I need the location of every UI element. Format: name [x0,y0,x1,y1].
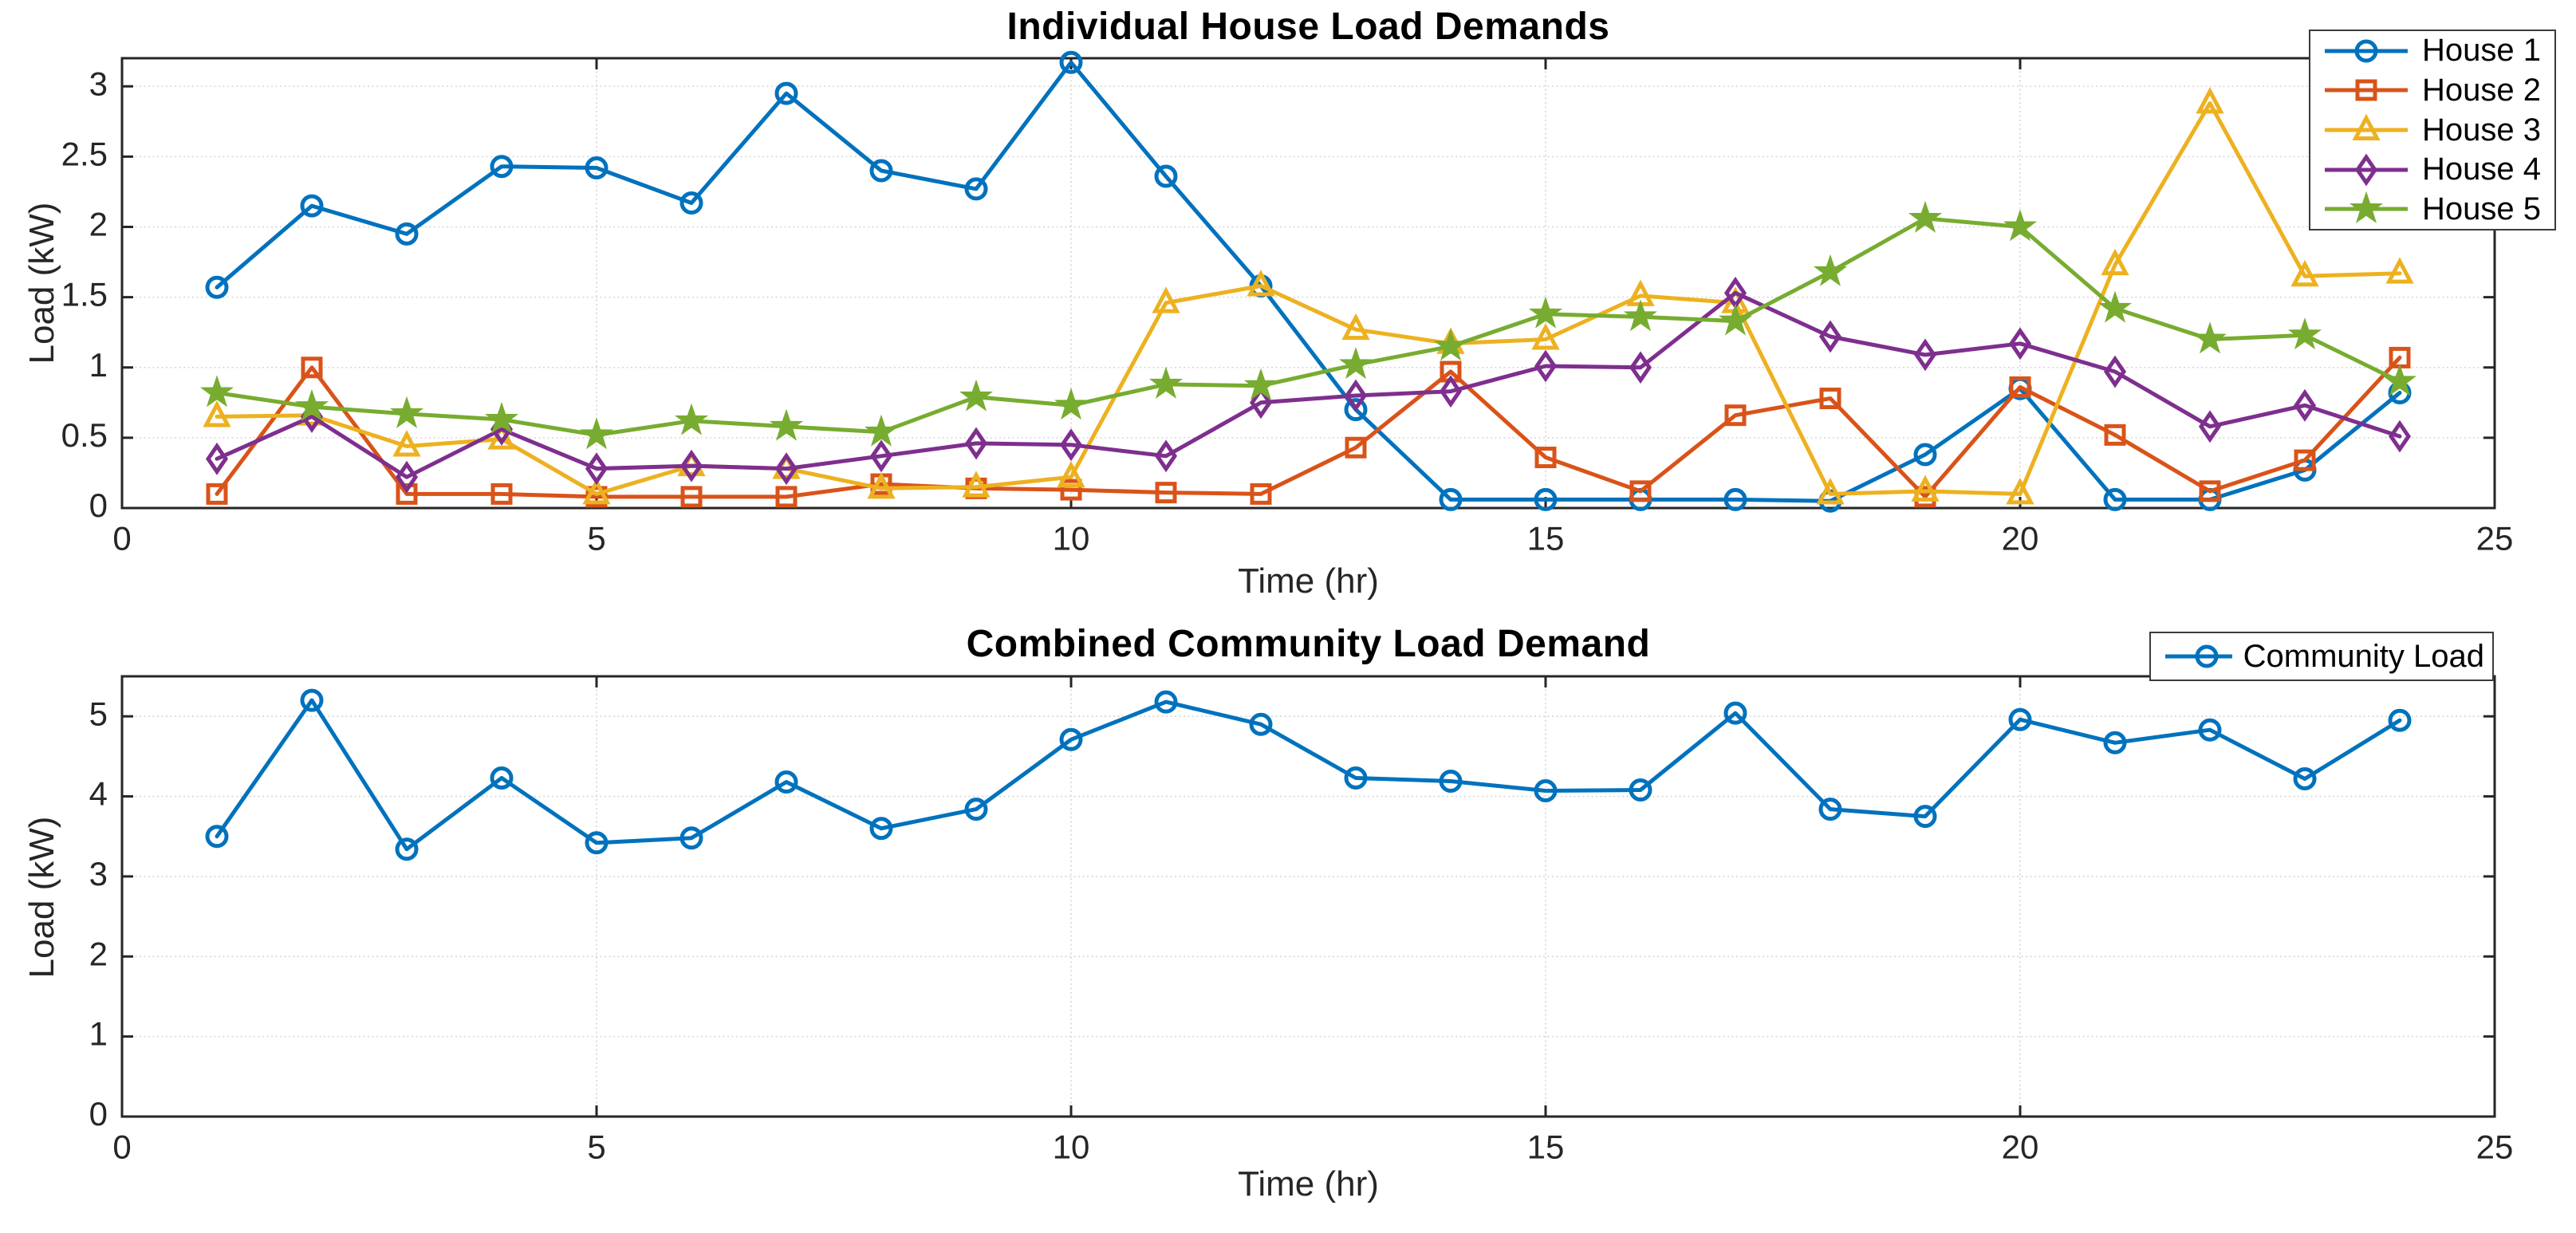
legend-label: House 2 [2422,72,2541,108]
legend-item-house-3: House 3 [2310,110,2554,150]
y-tick-label: 5 [89,695,108,732]
x-tick-label: 20 [2002,519,2039,557]
top-plot-x-axis-label: Time (hr) [1238,561,1379,601]
legend-label: House 4 [2422,152,2541,187]
diamond-marker-icon [2325,153,2408,187]
x-tick-label: 0 [112,1128,131,1165]
x-tick-label: 15 [1527,1128,1565,1165]
series-house-4 [205,276,2412,494]
y-tick-label: 0.5 [61,416,108,454]
x-tick-label: 5 [587,519,605,557]
x-tick-label: 20 [2002,1128,2039,1165]
triangle-marker-icon [2325,113,2408,140]
x-tick-label: 25 [2476,1128,2514,1165]
star-marker-icon [2325,191,2408,224]
y-tick-label: 0 [89,487,108,524]
y-tick-label: 4 [89,775,108,813]
legend-label: House 5 [2422,191,2541,227]
bottom-plot-legend: Community Load [2149,632,2494,681]
circle-marker-icon [2325,39,2408,63]
series-house-2 [206,346,2411,508]
y-tick-label: 2 [89,206,108,243]
legend-item-house-4: House 4 [2310,150,2554,190]
y-tick-label: 3 [89,855,108,892]
bottom-plot-y-axis-label: Load (kW) [22,816,61,979]
y-tick-label: 3 [89,65,108,102]
series-house-5 [199,200,2417,450]
square-marker-icon [2325,79,2408,101]
y-tick-label: 2 [89,935,108,972]
y-tick-label: 0 [89,1095,108,1133]
x-tick-label: 0 [112,519,131,557]
bottom-plot-x-axis-label: Time (hr) [1238,1164,1379,1203]
top-plot-title: Individual House Load Demands [1006,6,1610,48]
y-tick-label: 1.5 [61,276,108,313]
y-tick-label: 1 [89,346,108,384]
bottom-plot-title: Combined Community Load Demand [966,623,1651,665]
x-tick-label: 10 [1053,519,1090,557]
legend-item-house-1: House 1 [2310,31,2554,71]
x-tick-label: 5 [587,1128,605,1165]
circle-marker-icon [2165,644,2232,668]
legend-item-house-2: House 2 [2310,71,2554,111]
legend-label: House 1 [2422,33,2541,69]
legend-item-community-load: Community Load [2151,633,2492,680]
top-plot-legend: House 1 House 2 House 3 House 4 House 5 [2309,30,2556,230]
x-tick-label: 10 [1053,1128,1090,1165]
y-tick-label: 2.5 [61,135,108,172]
y-tick-label: 1 [89,1015,108,1053]
legend-label: Community Load [2243,638,2484,674]
legend-label: House 3 [2422,112,2541,148]
series-community-load [205,688,2412,861]
legend-item-house-5: House 5 [2310,189,2554,229]
x-tick-label: 25 [2476,519,2514,557]
x-tick-label: 15 [1527,519,1565,557]
